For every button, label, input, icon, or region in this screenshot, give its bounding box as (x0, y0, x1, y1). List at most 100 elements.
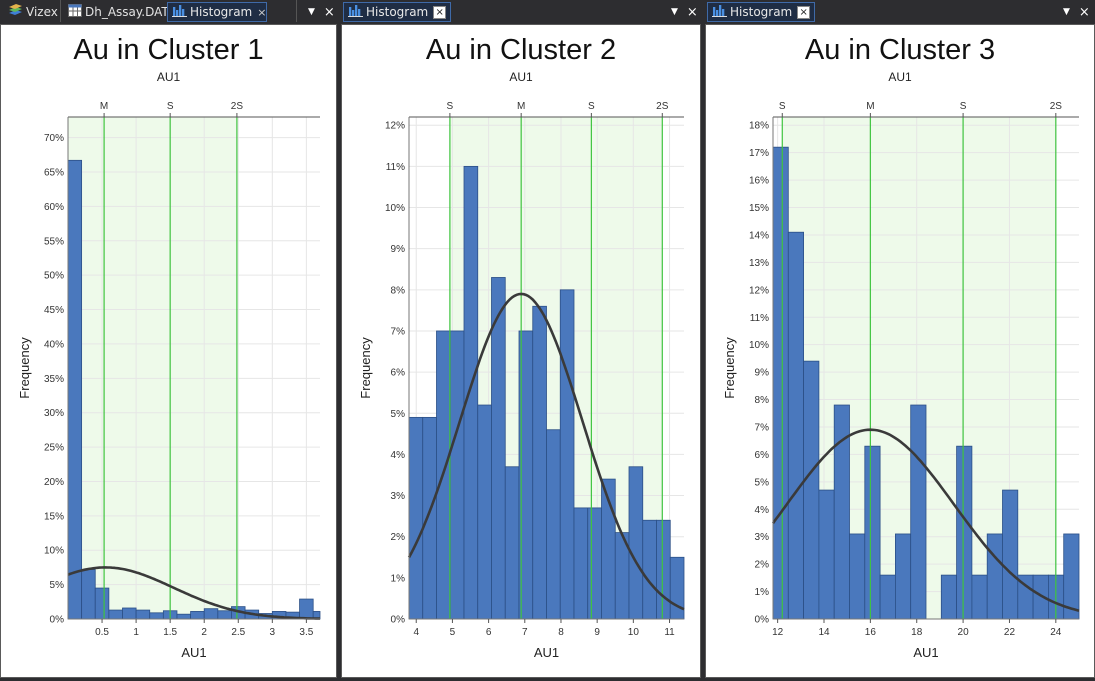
y-tick-label: 13% (749, 258, 769, 269)
x-tick-label: 16 (865, 627, 877, 638)
tab-label: Vizex (26, 5, 58, 19)
tab-histogram[interactable]: Histogram × (707, 2, 816, 22)
x-tick-label: 3 (270, 627, 276, 638)
histogram-chart: Au in Cluster 2 AU1 S M S 2S 0% 1% 2% 3% 4% 5% 6% 7% 8… (358, 34, 685, 660)
close-icon[interactable]: × (323, 4, 335, 20)
x-axis-label: AU1 (181, 645, 206, 660)
close-icon[interactable]: × (686, 4, 698, 20)
histogram-bar (81, 569, 96, 620)
y-tick-label: 65% (44, 168, 64, 179)
histogram-bar (971, 574, 988, 620)
stat-label: S (588, 101, 595, 112)
close-icon[interactable]: × (433, 5, 447, 19)
histogram-bar (408, 416, 424, 620)
table-icon (68, 4, 82, 20)
normal-curve (67, 566, 320, 620)
histogram-bar (787, 231, 805, 620)
histogram-bar (122, 607, 137, 620)
y-axis-label: Frequency (722, 337, 737, 399)
tab-vizex[interactable]: Vizex (4, 2, 62, 22)
y-tick-label: 5% (755, 477, 770, 488)
y-tick-label: 11% (386, 162, 405, 173)
x-tick-label: 9 (594, 627, 600, 638)
x-tick-label: 1 (133, 627, 139, 638)
close-icon[interactable]: × (797, 5, 811, 19)
histogram-bar (587, 507, 602, 620)
stat-label: 2S (656, 101, 669, 112)
y-tick-label: 16% (749, 176, 769, 187)
x-tick-label: 4 (413, 627, 419, 638)
tab-separator (296, 0, 297, 22)
histogram-bar (67, 159, 83, 620)
x-tick-label: 5 (450, 627, 456, 638)
y-tick-label: 3% (391, 491, 406, 502)
y-tick-label: 18% (749, 121, 769, 132)
y-tick-label: 4% (391, 450, 406, 461)
y-tick-label: 8% (391, 285, 406, 296)
y-tick-label: 12% (749, 285, 769, 296)
y-tick-label: 55% (44, 236, 64, 247)
histogram-bar (463, 165, 479, 620)
y-tick-label: 4% (755, 505, 770, 516)
y-tick-label: 60% (44, 202, 64, 213)
y-tick-label: 0% (391, 615, 406, 626)
histogram-bar (669, 556, 685, 620)
y-tick-label: 1% (391, 573, 406, 584)
histogram-bar (910, 404, 927, 620)
y-tick-label: 50% (44, 271, 64, 282)
dropdown-icon[interactable]: ▼ (671, 7, 678, 17)
histogram-panel-2: Histogram × ▼ × Au in Cluster 2 AU1 S M S 2S 0… (341, 0, 703, 678)
histogram-bar (422, 416, 437, 620)
histogram-bar (818, 489, 835, 620)
tab-histogram[interactable]: Histogram × (343, 2, 452, 22)
chart-subtitle: AU1 (888, 70, 912, 84)
tab-separator (60, 0, 61, 22)
x-tick-label: 7 (522, 627, 528, 638)
dropdown-icon[interactable]: ▼ (1063, 7, 1070, 17)
panel-controls: ▼ × (671, 2, 698, 22)
y-tick-label: 12% (385, 121, 405, 132)
y-tick-label: 30% (44, 408, 64, 419)
tab-dh-assay[interactable]: Dh_Assay.DAT (64, 2, 173, 22)
layers-icon (8, 4, 23, 20)
stat-label: M (517, 101, 525, 112)
stat-label: M (100, 101, 108, 112)
close-icon[interactable]: × (1078, 4, 1090, 20)
chart-title: Au in Cluster 3 (805, 34, 995, 66)
close-icon[interactable]: × (257, 5, 267, 19)
histogram-bar (986, 533, 1003, 620)
x-tick-label: 11 (664, 627, 675, 638)
histogram-bar (656, 519, 671, 620)
tab-histogram[interactable]: Histogram × (167, 2, 267, 22)
y-tick-label: 17% (749, 148, 769, 159)
histogram-bar (628, 466, 644, 620)
y-axis-label: Frequency (358, 337, 373, 399)
histogram-bar (803, 360, 820, 620)
histogram-bar (135, 609, 151, 620)
stat-range-shade (68, 117, 237, 619)
normal-curve (407, 292, 685, 611)
y-tick-label: 6% (391, 368, 406, 379)
histogram-bar (94, 587, 110, 620)
histogram-bar (1002, 489, 1019, 620)
histogram-bar (864, 445, 881, 620)
histogram-bar (149, 612, 164, 620)
y-tick-label: 0% (50, 615, 65, 626)
y-tick-label: 15% (44, 511, 64, 522)
y-tick-label: 9% (391, 244, 406, 255)
x-axis-label: AU1 (534, 645, 559, 660)
y-tick-label: 15% (749, 203, 769, 214)
x-tick-label: 10 (628, 627, 640, 638)
histogram-bar (546, 429, 561, 620)
histogram-bar (108, 609, 123, 620)
normal-curve (771, 428, 1080, 612)
histogram-bar (449, 330, 465, 620)
y-tick-label: 2% (755, 560, 770, 571)
histogram-bar (217, 610, 232, 620)
y-tick-label: 20% (44, 477, 64, 488)
x-tick-label: 1.5 (163, 627, 177, 638)
dropdown-icon[interactable]: ▼ (308, 7, 315, 17)
x-tick-label: 2.5 (231, 627, 245, 638)
tab-bar: Vizex Dh_Assay.DAT Histogram × ▼ × (0, 0, 337, 24)
